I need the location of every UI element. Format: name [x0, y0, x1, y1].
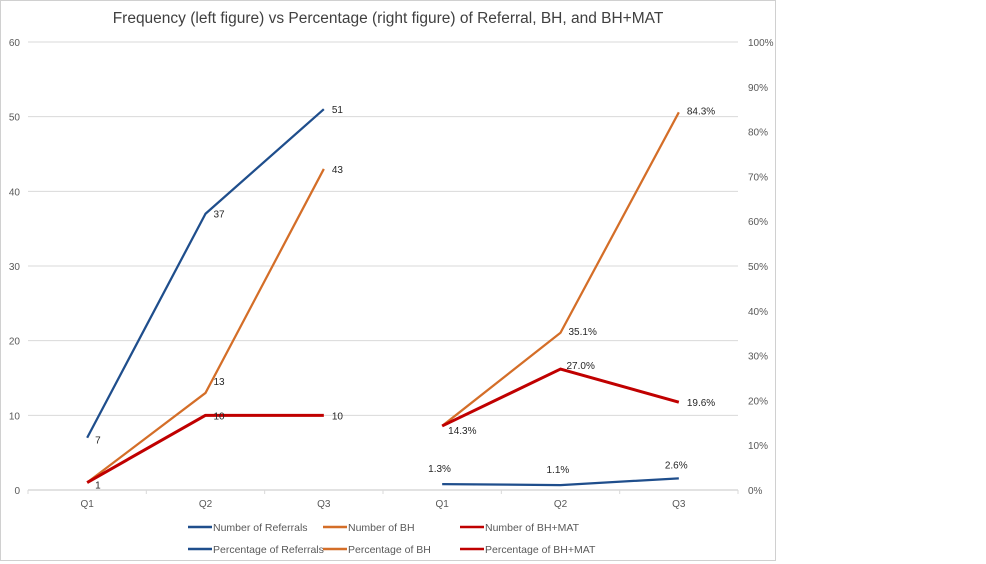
right-axis-tick-label: 10% — [748, 441, 768, 452]
gridlines — [28, 41, 738, 416]
data-label: 1.1% — [547, 465, 570, 476]
data-label: 10 — [214, 411, 226, 422]
legend: Number of Referrals Number of BH Number of… — [188, 522, 596, 556]
data-label: 51 — [332, 105, 344, 116]
right-axis-tick-label: 30% — [748, 352, 768, 363]
right-axis-tick-label: 40% — [748, 307, 768, 318]
series-line-number-of-bh — [86, 168, 325, 484]
data-label: 35.1% — [569, 327, 597, 338]
data-label: 14.3% — [448, 426, 476, 437]
x-axis-tick-label: Q2 — [554, 499, 568, 510]
data-label: 43 — [332, 165, 344, 176]
right-axis-tick-label: 60% — [748, 217, 768, 228]
data-label: 1 — [95, 481, 101, 492]
series-line-percentage-of-bh-mat — [441, 367, 680, 428]
axes: 0 10 20 30 40 50 60 0% 10% 20% 30% 40% 50% 60% 70% 80% 9… — [9, 38, 774, 510]
right-axis-tick-label: 90% — [748, 83, 768, 94]
data-label: 84.3% — [687, 106, 715, 117]
legend-label: Percentage of Referrals — [213, 544, 324, 556]
legend-label: Percentage of BH — [348, 544, 431, 556]
right-axis-tick-label: 0% — [748, 486, 763, 497]
x-axis-tick-label: Q1 — [80, 499, 94, 510]
right-axis-tick-label: 100% — [748, 38, 774, 49]
x-axis-tick-label: Q2 — [199, 499, 213, 510]
data-label: 27.0% — [567, 361, 595, 372]
series-line-number-of-referrals — [86, 108, 325, 439]
data-label: 1.3% — [428, 464, 451, 475]
left-axis-tick-label: 0 — [14, 486, 20, 497]
series-lines — [86, 108, 680, 487]
right-axis-tick-label: 20% — [748, 396, 768, 407]
data-labels: 7 37 51 13 43 1 10 10 1.3% 1.1% 2.6% 35.1% 84.3% 14.3… — [95, 105, 715, 491]
legend-label: Number of BH+MAT — [485, 522, 580, 534]
legend-label: Number of Referrals — [213, 522, 308, 534]
legend-label: Percentage of BH+MAT — [485, 544, 596, 556]
series-line-number-of-bh-mat — [86, 413, 324, 484]
right-axis-tick-label: 80% — [748, 128, 768, 139]
left-axis-tick-label: 20 — [9, 337, 21, 348]
x-axis-tick-label: Q1 — [435, 499, 449, 510]
left-axis-tick-label: 50 — [9, 113, 21, 124]
data-label: 10 — [332, 411, 344, 422]
right-axis-tick-label: 70% — [748, 172, 768, 183]
x-axis-tick-label: Q3 — [317, 499, 331, 510]
chart-frame — [0, 0, 776, 561]
left-axis-tick-label: 30 — [9, 262, 21, 273]
left-axis-tick-label: 10 — [9, 411, 21, 422]
right-axis-tick-label: 50% — [748, 262, 768, 273]
data-label: 2.6% — [665, 460, 688, 471]
series-line-percentage-of-referrals — [442, 477, 679, 487]
left-axis-tick-label: 60 — [9, 38, 21, 49]
data-label: 19.6% — [687, 398, 715, 409]
legend-label: Number of BH — [348, 522, 415, 534]
series-line-percentage-of-bh — [441, 111, 680, 427]
left-axis-tick-label: 40 — [9, 187, 21, 198]
x-axis-tick-label: Q3 — [672, 499, 686, 510]
data-label: 37 — [214, 210, 226, 221]
data-label: 13 — [214, 377, 226, 388]
chart-title: Frequency (left figure) vs Percentage (r… — [113, 10, 664, 27]
data-label: 7 — [95, 436, 101, 447]
